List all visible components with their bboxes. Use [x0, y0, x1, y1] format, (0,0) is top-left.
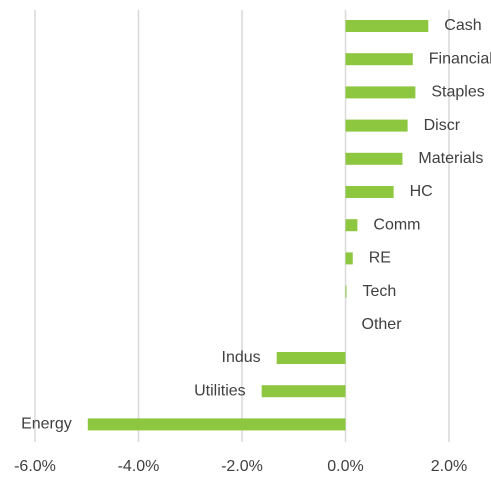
- bar: [345, 20, 429, 32]
- x-tick-label: -6.0%: [14, 458, 56, 475]
- x-tick-label: 2.0%: [431, 458, 467, 475]
- bar: [87, 418, 346, 431]
- bar: [345, 53, 413, 66]
- category-label: Indus: [222, 349, 261, 366]
- category-label: Utilities: [194, 382, 246, 399]
- category-label: Tech: [363, 283, 397, 300]
- x-tick-label: 0.0%: [327, 458, 363, 475]
- bar: [276, 352, 346, 364]
- category-label: Cash: [444, 17, 481, 34]
- category-label: Discr: [424, 117, 461, 134]
- bar: [345, 252, 353, 265]
- category-label: Staples: [431, 84, 484, 101]
- category-label: Comm: [373, 216, 420, 233]
- category-label: Other: [362, 316, 403, 333]
- category-label: RE: [369, 250, 391, 267]
- bar: [345, 119, 408, 132]
- bar: [345, 186, 394, 198]
- category-label: HC: [410, 183, 433, 200]
- bar: [345, 219, 358, 232]
- bar: [345, 86, 416, 99]
- bar: [345, 285, 347, 298]
- category-label: Financials: [429, 50, 491, 67]
- category-label: Materials: [418, 150, 483, 167]
- x-tick-label: -2.0%: [221, 458, 263, 475]
- x-tick-label: -4.0%: [118, 458, 160, 475]
- category-label: Energy: [21, 416, 72, 433]
- bar: [261, 385, 346, 398]
- bar: [345, 152, 403, 165]
